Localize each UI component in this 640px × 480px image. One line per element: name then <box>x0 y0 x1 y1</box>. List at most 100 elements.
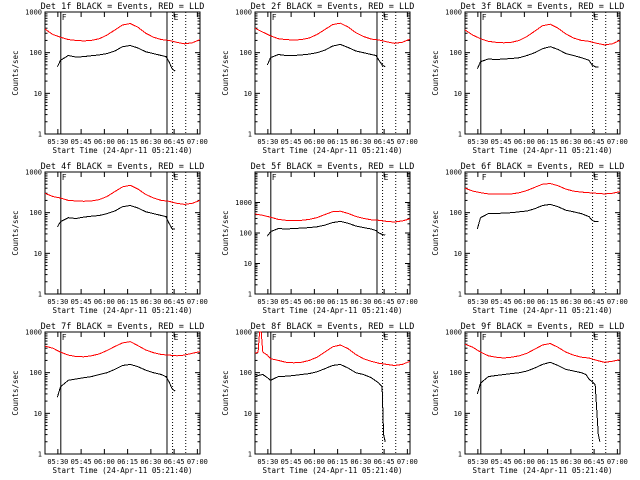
x-tick-label: 06:45 <box>374 458 395 466</box>
y-axis-label: Counts/sec <box>221 50 230 95</box>
series-line-events <box>56 204 176 230</box>
x-tick-label: 06:45 <box>584 138 605 146</box>
x-tick-label: 06:00 <box>304 458 325 466</box>
x-tick-label: 06:45 <box>164 138 185 146</box>
x-tick-label: 06:15 <box>117 138 138 146</box>
y-tick-label: 100 <box>239 369 252 377</box>
y-tick-label: 10 <box>34 90 42 98</box>
x-tick-label: 07:00 <box>397 138 418 146</box>
y-tick-label: 100 <box>449 49 462 57</box>
plot-frame <box>254 11 411 135</box>
chart-panel-det-8: Det 8f BLACK = Events, RED = LLD 1 10 100 10… <box>221 322 418 475</box>
x-tick-label: 07:00 <box>397 458 418 466</box>
y-tick-label: 1 <box>38 131 42 139</box>
x-tick-label: 05:30 <box>257 458 278 466</box>
y-tick-label: 1000 <box>235 9 252 17</box>
y-tick-label: 1000 <box>235 199 252 207</box>
marker-label-last: E <box>594 13 599 22</box>
y-tick-label: 1000 <box>25 169 42 177</box>
y-axis-label: Counts/sec <box>221 370 230 415</box>
y-tick-label: 1 <box>248 451 252 459</box>
series-line-events <box>266 220 386 237</box>
plot-frame <box>44 331 201 455</box>
x-tick-label: 05:30 <box>47 298 68 306</box>
series-line-lld <box>44 184 201 205</box>
x-tick-label: 06:30 <box>350 458 371 466</box>
panel-title: Det 2f BLACK = Events, RED = LLD <box>251 2 415 12</box>
x-tick-label: 06:45 <box>374 298 395 306</box>
x-tick-label: 07:00 <box>187 458 208 466</box>
series-line-events <box>266 43 386 68</box>
x-tick-label: 06:15 <box>327 298 348 306</box>
x-tick-label: 05:30 <box>47 138 68 146</box>
x-tick-label: 07:00 <box>187 298 208 306</box>
x-tick-label: 06:45 <box>584 298 605 306</box>
x-tick-label: 07:00 <box>397 298 418 306</box>
series-line-events <box>476 203 599 229</box>
chart-panel-det-1: Det 1f BLACK = Events, RED = LLD 1 10 100 10… <box>11 2 208 155</box>
x-tick-label: 06:45 <box>164 458 185 466</box>
marker-label-last: E <box>174 13 179 22</box>
x-tick-label: 07:00 <box>607 138 628 146</box>
x-tick-label: 06:00 <box>94 458 115 466</box>
x-tick-label: 05:45 <box>491 458 512 466</box>
panel-title: Det 4f BLACK = Events, RED = LLD <box>41 162 205 172</box>
chart-panel-det-5: Det 5f BLACK = Events, RED = LLD 1 10 100 10… <box>221 162 418 315</box>
marker-label-last: E <box>594 173 599 182</box>
x-axis-label: Start Time (24-Apr-11 05:21:40) <box>263 146 403 155</box>
series-line-events <box>476 46 599 70</box>
y-tick-label: 1000 <box>445 9 462 17</box>
chart-panel-det-6: Det 6f BLACK = Events, RED = LLD 1 10 100 10… <box>431 162 628 315</box>
panel-title: Det 1f BLACK = Events, RED = LLD <box>41 2 205 12</box>
marker-label-first: F <box>482 13 487 22</box>
series-line-lld <box>464 342 621 363</box>
y-tick-label: 1000 <box>445 169 462 177</box>
x-tick-label: 05:30 <box>47 458 68 466</box>
x-tick-label: 06:30 <box>140 458 161 466</box>
y-tick-label: 1 <box>458 291 462 299</box>
x-tick-label: 05:30 <box>257 138 278 146</box>
x-tick-label: 06:15 <box>117 298 138 306</box>
panel-title: Det 8f BLACK = Events, RED = LLD <box>251 322 415 332</box>
plot-frame <box>44 11 201 135</box>
x-tick-label: 05:30 <box>257 298 278 306</box>
series-line-events <box>476 361 601 442</box>
panel-title: Det 9f BLACK = Events, RED = LLD <box>461 322 625 332</box>
y-axis-label: Counts/sec <box>431 50 440 95</box>
y-tick-label: 100 <box>239 49 252 57</box>
x-axis-label: Start Time (24-Apr-11 05:21:40) <box>473 466 613 475</box>
y-axis-label: Counts/sec <box>221 210 230 255</box>
chart-panel-det-9: Det 9f BLACK = Events, RED = LLD 1 10 100 10… <box>431 322 628 475</box>
x-tick-label: 06:30 <box>350 138 371 146</box>
panel-title: Det 6f BLACK = Events, RED = LLD <box>461 162 625 172</box>
x-axis-label: Start Time (24-Apr-11 05:21:40) <box>53 306 193 315</box>
x-tick-label: 06:45 <box>164 298 185 306</box>
y-axis-label: Counts/sec <box>11 210 20 255</box>
x-axis-label: Start Time (24-Apr-11 05:21:40) <box>53 466 193 475</box>
y-axis-label: Counts/sec <box>431 370 440 415</box>
y-tick-label: 100 <box>29 369 42 377</box>
x-tick-label: 06:00 <box>304 298 325 306</box>
marker-label-first: F <box>272 173 277 182</box>
chart-panel-det-4: Det 4f BLACK = Events, RED = LLD 1 10 100 10… <box>11 162 208 315</box>
x-tick-label: 05:45 <box>281 138 302 146</box>
y-tick-label: 1000 <box>235 329 252 337</box>
panel-title: Det 5f BLACK = Events, RED = LLD <box>251 162 415 172</box>
x-tick-label: 05:45 <box>281 458 302 466</box>
y-tick-label: 1 <box>458 451 462 459</box>
x-tick-label: 06:30 <box>560 458 581 466</box>
x-tick-label: 06:00 <box>94 138 115 146</box>
y-axis-label: Counts/sec <box>11 370 20 415</box>
x-tick-label: 06:15 <box>537 138 558 146</box>
y-tick-label: 1 <box>38 451 42 459</box>
y-tick-label: 1000 <box>25 329 42 337</box>
chart-panel-det-3: Det 3f BLACK = Events, RED = LLD 1 10 100 10… <box>431 2 628 155</box>
plot-frame <box>254 331 411 455</box>
series-line-events <box>56 363 176 398</box>
marker-label-last: E <box>174 333 179 342</box>
x-axis-label: Start Time (24-Apr-11 05:21:40) <box>263 466 403 475</box>
marker-label-first: F <box>62 333 67 342</box>
x-tick-label: 06:30 <box>140 298 161 306</box>
y-tick-label: 10 <box>34 250 42 258</box>
